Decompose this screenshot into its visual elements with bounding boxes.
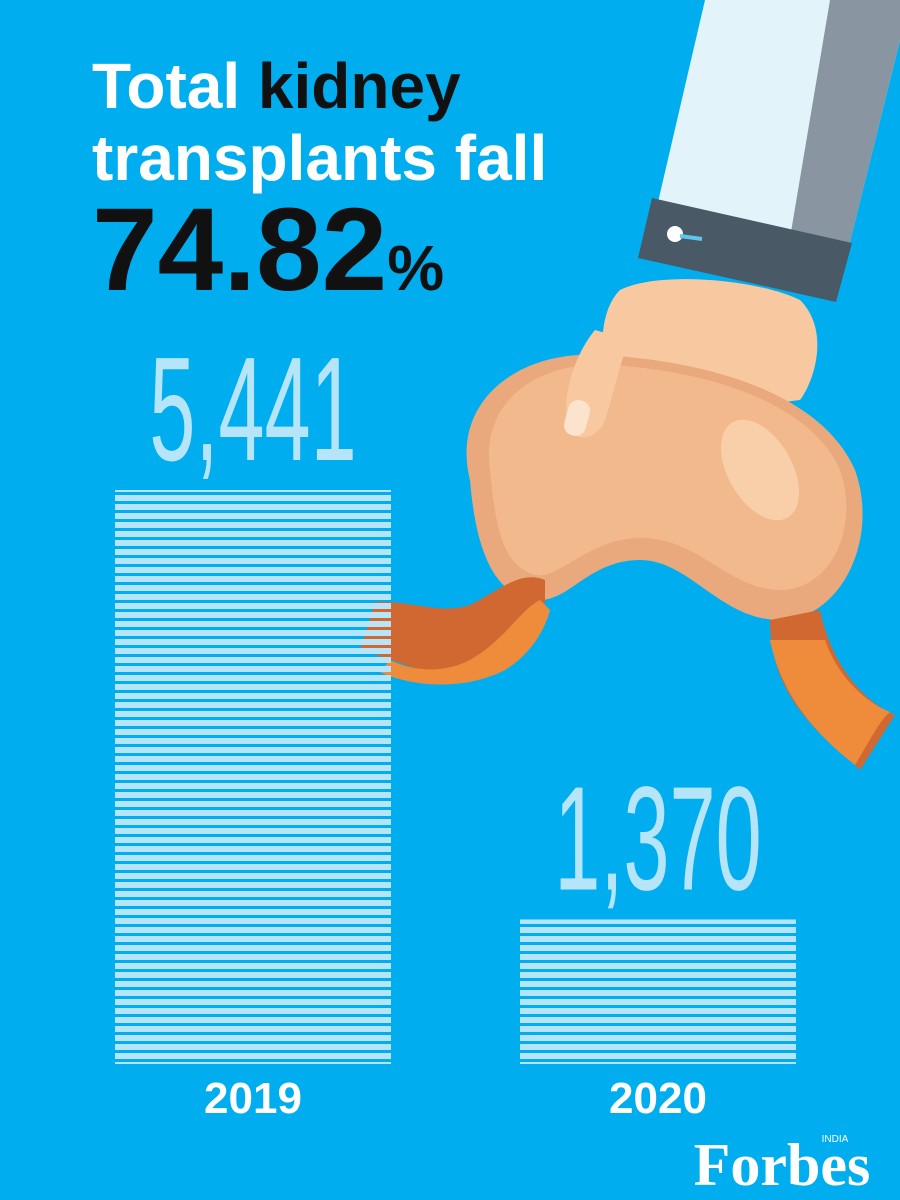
title-part: kidney [258,50,461,122]
title-part: Total [92,50,240,122]
x-tick-label: 2020 [609,1074,707,1123]
bar [520,919,796,1064]
title-part: transplants fall [92,122,547,194]
bar [115,490,391,1064]
title-line: Total kidney [92,50,461,122]
brand-name: Forbes [694,1132,871,1198]
value-label: 5,441 [149,327,356,492]
illustration [360,0,900,770]
headline: 74.82% [92,184,444,316]
value-label: 1,370 [554,756,761,921]
brand-edition: INDIA [822,1134,849,1145]
x-tick-label: 2019 [204,1074,302,1123]
